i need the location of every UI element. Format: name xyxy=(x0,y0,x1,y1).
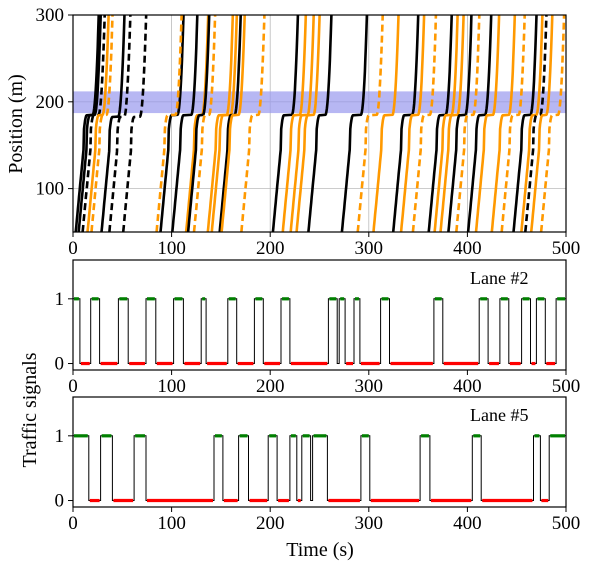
trajectory-line xyxy=(295,15,321,232)
trajectory-line xyxy=(240,15,266,232)
x-tick-label: 500 xyxy=(552,238,581,259)
trajectory-line xyxy=(171,15,199,232)
x-tick-label: 500 xyxy=(552,376,581,397)
x-tick-label: 400 xyxy=(453,376,482,397)
lane-5-panel: 0 100 200 300 400 500 0 1 Lane #5 Time (s) xyxy=(55,396,581,561)
trajectory-line xyxy=(466,15,493,232)
trajectory-line xyxy=(356,15,385,232)
trajectory-line xyxy=(220,15,247,232)
trajectory-line xyxy=(433,15,459,232)
trajectory-line xyxy=(77,15,103,232)
trajectory-line xyxy=(539,15,566,232)
lane-2-ticks: 0 100 200 300 400 500 0 1 xyxy=(55,289,581,397)
traffic-signals-ylabel: Traffic signals xyxy=(19,352,41,467)
trajectory-ylabel: Position (m) xyxy=(5,74,27,173)
trajectory-line xyxy=(186,15,211,232)
trajectory-line xyxy=(100,15,126,232)
trajectory-lines xyxy=(74,15,566,232)
y-tick-label: 300 xyxy=(36,5,65,26)
trajectory-line xyxy=(74,15,101,232)
lane-2-label: Lane #2 xyxy=(470,268,528,288)
trajectory-line xyxy=(90,15,114,232)
trajectory-line xyxy=(372,15,400,232)
lane-5-ticks: 0 100 200 300 400 500 0 1 xyxy=(55,426,581,534)
trajectory-frame xyxy=(72,14,567,233)
lane-2-frame xyxy=(72,259,567,371)
x-tick-label: 200 xyxy=(256,513,285,534)
trajectory-line xyxy=(455,15,481,232)
trajectory-line xyxy=(524,15,548,232)
trajectory-line xyxy=(206,15,235,232)
trajectory-line xyxy=(512,15,538,232)
trajectory-line xyxy=(340,15,369,232)
lane-5-signal xyxy=(73,434,566,503)
trajectory-line xyxy=(155,15,183,232)
trajectory-line xyxy=(520,15,544,232)
trajectory-line xyxy=(108,15,132,232)
trajectory-line xyxy=(490,15,517,232)
lane-2-plot-area xyxy=(73,260,566,370)
trajectory-line xyxy=(391,15,420,232)
time-xlabel: Time (s) xyxy=(286,539,354,561)
x-tick-label: 0 xyxy=(68,238,78,259)
x-tick-label: 0 xyxy=(68,376,78,397)
lane-2-panel: 0 100 200 300 400 500 0 1 Lane #2 xyxy=(55,259,581,397)
x-tick-label: 300 xyxy=(355,513,384,534)
x-tick-label: 200 xyxy=(256,376,285,397)
y-tick-label: 200 xyxy=(36,92,65,113)
trajectory-line xyxy=(121,15,148,232)
trajectory-line xyxy=(281,15,308,232)
trajectory-line xyxy=(439,15,465,232)
trajectory-line xyxy=(86,15,110,232)
y-tick-label: 0 xyxy=(55,354,65,375)
trajectory-line xyxy=(271,15,300,232)
trajectory-line xyxy=(529,15,554,232)
y-tick-label: 100 xyxy=(36,179,65,200)
lane-5-label: Lane #5 xyxy=(470,405,528,425)
trajectory-line xyxy=(210,15,239,232)
trajectory-line xyxy=(411,15,438,232)
highlight-band-layer xyxy=(73,91,566,114)
trajectory-line xyxy=(399,15,426,232)
trajectory-line xyxy=(81,15,106,232)
trajectory-line xyxy=(192,15,217,232)
trajectory-line xyxy=(427,15,454,232)
trajectory-line xyxy=(159,15,185,232)
highlight-band xyxy=(73,91,566,114)
x-tick-label: 400 xyxy=(453,238,482,259)
trajectory-line xyxy=(289,15,316,232)
x-tick-label: 0 xyxy=(68,513,78,534)
x-tick-label: 500 xyxy=(552,513,581,534)
lane-5-plot-area xyxy=(73,397,566,507)
trajectory-line xyxy=(500,15,527,232)
y-tick-label: 1 xyxy=(55,426,65,447)
y-tick-label: 0 xyxy=(55,491,65,512)
x-tick-label: 400 xyxy=(453,513,482,534)
trajectory-panel: 0 100 200 300 400 500 100 200 300 Position (m) xyxy=(5,5,581,259)
x-tick-label: 300 xyxy=(355,238,384,259)
trajectory-line xyxy=(474,15,501,232)
trajectory-line xyxy=(447,15,473,232)
lane-2-signal xyxy=(73,297,566,366)
x-tick-label: 100 xyxy=(157,513,186,534)
x-tick-label: 200 xyxy=(256,238,285,259)
x-tick-label: 100 xyxy=(157,376,186,397)
x-tick-label: 300 xyxy=(355,376,384,397)
lane-5-frame xyxy=(72,396,567,508)
trajectory-line xyxy=(307,15,333,232)
x-tick-label: 100 xyxy=(157,238,186,259)
y-tick-label: 1 xyxy=(55,289,65,310)
trajectory-ticks: 0 100 200 300 400 500 100 200 300 xyxy=(36,5,581,259)
trajectory-line xyxy=(218,15,243,232)
